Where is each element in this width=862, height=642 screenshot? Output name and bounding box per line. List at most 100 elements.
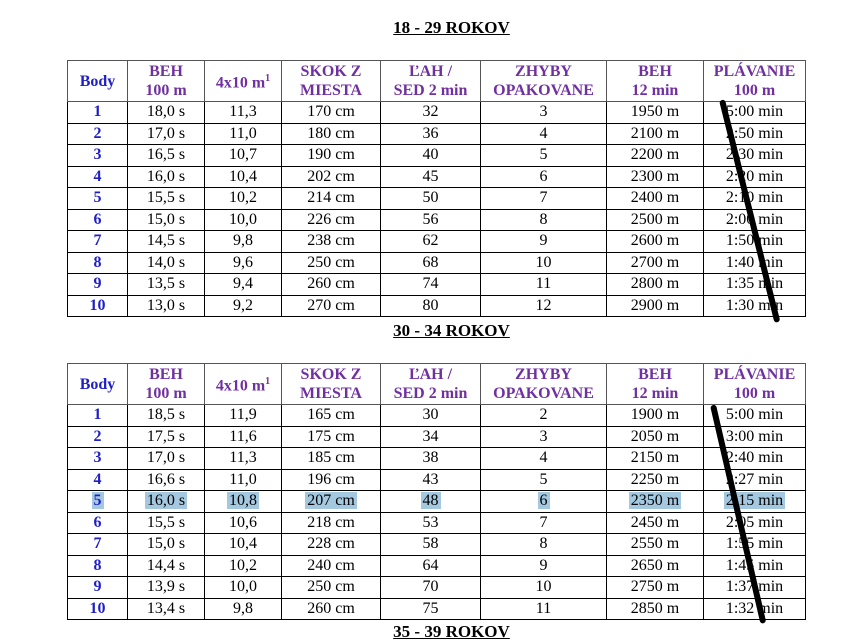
- header-line-2: 100 m: [145, 82, 187, 99]
- cell-value: 9: [539, 556, 548, 574]
- cell-value: 50: [422, 189, 439, 207]
- cell-value: 80: [422, 296, 439, 314]
- table-cell: 16,0 s: [127, 165, 205, 188]
- table-cell: 14,0 s: [127, 251, 205, 274]
- table-cell: 5: [480, 468, 607, 491]
- cell-value: 175 cm: [307, 427, 355, 445]
- header-line-1: 4x10 m: [215, 74, 266, 92]
- cell-value: 8: [539, 535, 548, 553]
- table-cell: 62: [380, 230, 481, 253]
- cell-value: 36: [422, 124, 439, 142]
- header-line-1: BEH: [638, 366, 672, 383]
- header-line-2: OPAKOVANE: [493, 82, 594, 99]
- cell-value: 196 cm: [307, 470, 355, 488]
- table-cell: 228 cm: [281, 533, 381, 556]
- table-row: 10 13,0 s 9,2 270 cm 80 12 2900 m 1:30 min: [67, 294, 806, 317]
- cell-value: 16,0 s: [144, 492, 188, 510]
- cell-value: 2550 m: [630, 535, 680, 553]
- table-cell: 15,5 s: [127, 511, 205, 534]
- column-header: PLÁVANIE 100 m: [703, 60, 806, 102]
- column-header: ZHYBY OPAKOVANE: [480, 363, 607, 405]
- footnote-mark: 1: [265, 73, 271, 85]
- cell-value: 170 cm: [307, 103, 355, 121]
- cell-value: 53: [422, 513, 439, 531]
- table-cell: 8: [480, 208, 607, 231]
- cell-value: 190 cm: [307, 146, 355, 164]
- header-line-2: 12 min: [631, 82, 679, 99]
- table-cell: 1: [67, 101, 128, 124]
- table-row: 1 18,5 s 11,9 165 cm 30 2 1900 m 5:00 min: [67, 404, 806, 427]
- table-cell: 2: [67, 425, 128, 448]
- cell-value: 13,5 s: [146, 275, 186, 293]
- table-row: 5 15,5 s 10,2 214 cm 50 7 2400 m 2:10 min: [67, 187, 806, 210]
- cell-value: 11,6: [229, 427, 257, 445]
- table-cell: 4: [67, 165, 128, 188]
- table-cell: 11: [480, 597, 607, 620]
- column-header: ZHYBY OPAKOVANE: [480, 60, 607, 102]
- cell-value: 4: [93, 470, 102, 488]
- column-header: 4x10 m1: [204, 60, 282, 102]
- cell-value: 185 cm: [307, 449, 355, 467]
- header-line-2: 12 min: [631, 385, 679, 402]
- table-cell: 2:50 min: [703, 122, 806, 145]
- norms-table-18-29: Body BEH 100 m 4x10 m1 SKOK Z MIESTA ĽAH / SED …: [67, 60, 806, 317]
- table-cell: 10: [480, 251, 607, 274]
- table-cell: 2300 m: [606, 165, 704, 188]
- header-line-1: Body: [79, 72, 116, 90]
- table-cell: 2050 m: [606, 425, 704, 448]
- cell-value: 2900 m: [630, 296, 680, 314]
- cell-value: 5: [539, 470, 548, 488]
- table-cell: 58: [380, 533, 481, 556]
- table-cell: 14,5 s: [127, 230, 205, 253]
- column-header: PLÁVANIE 100 m: [703, 363, 806, 405]
- header-line-1: PLÁVANIE: [713, 366, 796, 383]
- cell-value: 1:45 min: [725, 556, 784, 574]
- cell-value: 11: [535, 599, 552, 617]
- cell-value: 13,4 s: [146, 599, 186, 617]
- table-cell: 2250 m: [606, 468, 704, 491]
- table-row: 9 13,9 s 10,0 250 cm 70 10 2750 m 1:37 min: [67, 576, 806, 599]
- table-cell: 6: [480, 490, 607, 513]
- header-row: Body BEH 100 m 4x10 m1 SKOK Z MIESTA ĽAH / SED …: [67, 60, 806, 102]
- table-cell: 7: [480, 187, 607, 210]
- table-cell: 2850 m: [606, 597, 704, 620]
- cell-value: 18,5 s: [146, 406, 186, 424]
- cell-value: 16,0 s: [146, 167, 186, 185]
- norms-table-30-34: Body BEH 100 m 4x10 m1 SKOK Z MIESTA ĽAH / SED …: [67, 363, 806, 620]
- table-cell: 11,6: [204, 425, 282, 448]
- header-line-2: 100 m: [733, 82, 776, 99]
- table-cell: 17,0 s: [127, 447, 205, 470]
- cell-value: 9,8: [233, 599, 253, 617]
- cell-value: 7: [539, 513, 548, 531]
- cell-value: 1:55 min: [725, 535, 784, 553]
- cell-value: 2300 m: [630, 167, 680, 185]
- table-cell: 2750 m: [606, 576, 704, 599]
- table-row: 4 16,0 s 10,4 202 cm 45 6 2300 m 2:20 min: [67, 165, 806, 188]
- cell-value: 218 cm: [307, 513, 355, 531]
- header-line-2: SED 2 min: [393, 82, 468, 99]
- cell-value: 2450 m: [630, 513, 680, 531]
- cell-value: 1:32 min: [725, 599, 784, 617]
- table-cell: 15,0 s: [127, 533, 205, 556]
- cell-value: 250 cm: [307, 578, 355, 596]
- table-cell: 74: [380, 273, 481, 296]
- table-cell: 5: [67, 490, 128, 513]
- cell-value: 18,0 s: [146, 103, 186, 121]
- cell-value: 2:27 min: [725, 470, 784, 488]
- cell-value: 2:05 min: [725, 513, 784, 531]
- table-row: 3 17,0 s 11,3 185 cm 38 4 2150 m 2:40 min: [67, 447, 806, 470]
- cell-value: 10,2: [229, 556, 257, 574]
- header-line-2: 100 m: [145, 385, 187, 402]
- cell-value: 250 cm: [307, 253, 355, 271]
- cell-value: 2050 m: [630, 427, 680, 445]
- table-cell: 2150 m: [606, 447, 704, 470]
- table-cell: 9,8: [204, 230, 282, 253]
- cell-value: 62: [422, 232, 439, 250]
- cell-value: 34: [422, 427, 439, 445]
- column-header: BEH 100 m: [127, 363, 205, 405]
- cell-value: 48: [420, 492, 441, 510]
- cell-value: 10,4: [229, 167, 257, 185]
- table-row: 2 17,5 s 11,6 175 cm 34 3 2050 m 3:00 min: [67, 425, 806, 448]
- table-row: 8 14,0 s 9,6 250 cm 68 10 2700 m 1:40 min: [67, 251, 806, 274]
- table-cell: 75: [380, 597, 481, 620]
